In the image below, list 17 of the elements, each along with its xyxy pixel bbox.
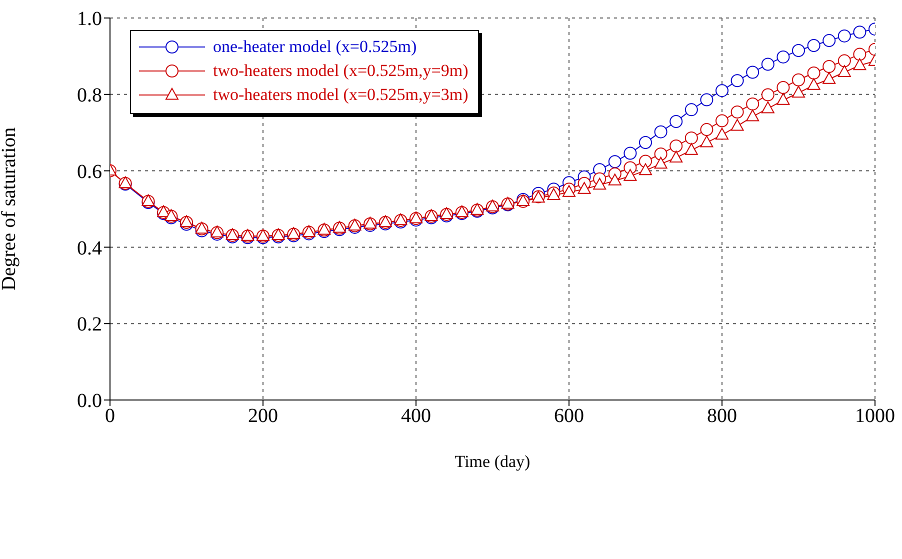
y-axis-title: Degree of saturation: [0, 127, 20, 291]
y-tick-label: 0.6: [77, 160, 102, 183]
x-tick-label: 1000: [855, 405, 895, 428]
y-tick-label: 0.2: [77, 314, 102, 336]
legend-label: two-heaters model (x=0.525m,y=3m): [213, 85, 468, 105]
legend-label: one-heater model (x=0.525m): [213, 37, 417, 57]
x-tick-label: 600: [554, 405, 584, 428]
x-axis-title: Time (day): [454, 452, 530, 471]
x-tick-label: 200: [248, 405, 278, 428]
y-tick-label: 0.0: [77, 390, 102, 412]
y-tick-label: 1.0: [77, 8, 102, 30]
y-tick-label: 0.8: [77, 84, 102, 106]
x-tick-label: 0: [105, 405, 115, 428]
y-tick-label: 0.4: [77, 237, 102, 260]
x-tick-label: 800: [707, 405, 737, 428]
x-tick-label: 400: [401, 405, 431, 428]
legend-label: two-heaters model (x=0.525m,y=9m): [213, 61, 468, 81]
